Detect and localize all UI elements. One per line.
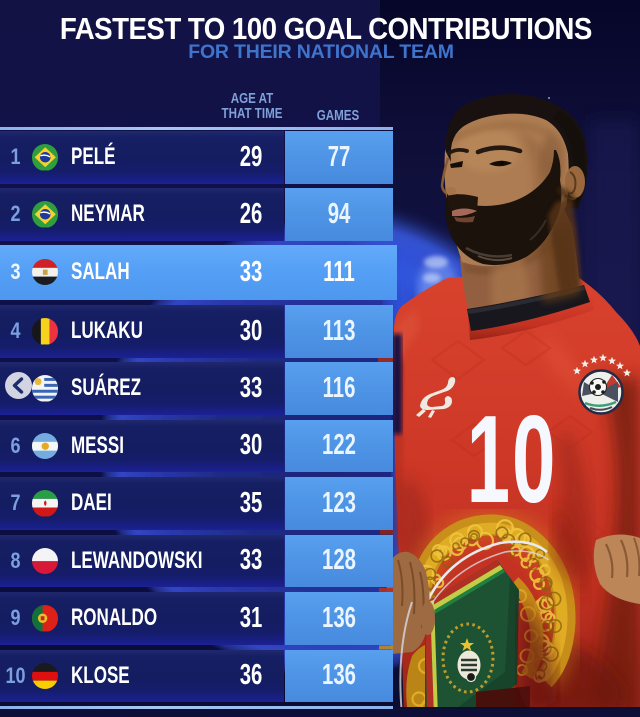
svg-text:10: 10 bbox=[467, 390, 558, 529]
